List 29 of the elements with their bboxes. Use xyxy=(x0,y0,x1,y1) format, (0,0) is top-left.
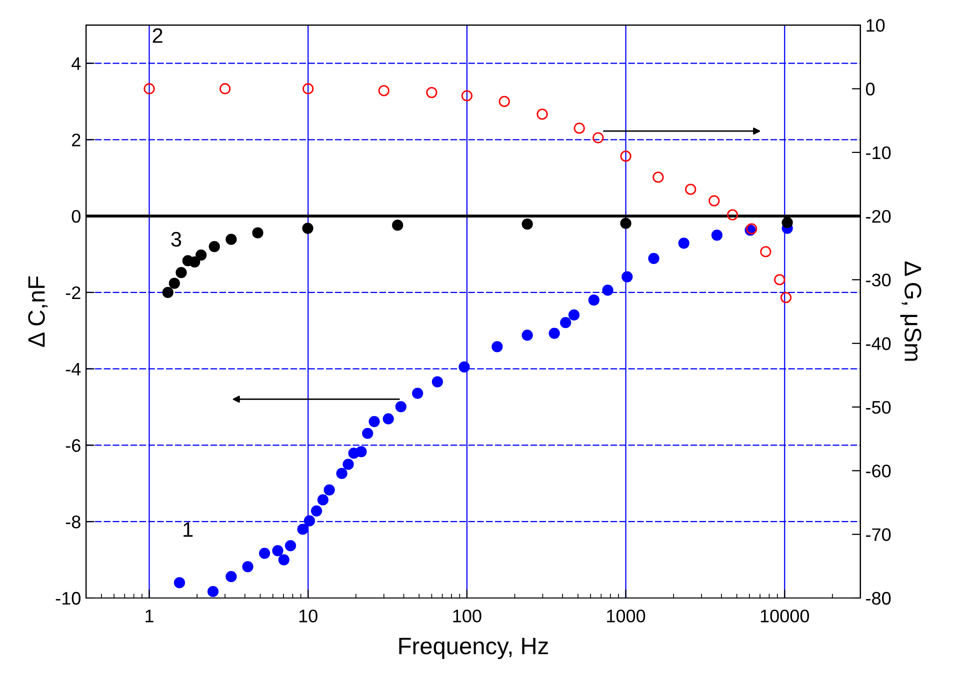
annotation: 3 xyxy=(171,232,182,247)
y-tick-label: 2 xyxy=(72,134,80,146)
x-tick-label: 1000 xyxy=(607,610,646,622)
annotation: 1 xyxy=(184,522,193,537)
y-tick-label: -10 xyxy=(56,592,80,605)
y2-tick-label: -70 xyxy=(866,528,891,542)
y2-tick-label: -60 xyxy=(866,464,891,478)
y2-tick-label: -40 xyxy=(866,337,891,350)
x-tick-label: 10 xyxy=(299,610,318,622)
y-axis-title: Δ C,nF xyxy=(28,276,48,347)
y-tick-label: -2 xyxy=(66,286,80,299)
y2-tick-label: -30 xyxy=(866,274,891,286)
x-tick-label: 100 xyxy=(453,610,482,622)
annotation: 2 xyxy=(152,28,162,43)
y2-axis-title: Δ G, μSm xyxy=(900,261,922,361)
y-tick-label: -6 xyxy=(66,439,80,452)
y2-tick-label: 10 xyxy=(866,19,885,32)
x-axis-title: Frequency, Hz xyxy=(399,638,548,660)
x-tick-label: 10000 xyxy=(760,610,810,622)
x-tick-label: 1 xyxy=(146,610,154,622)
y2-tick-label: -20 xyxy=(866,210,891,223)
y2-tick-label: -50 xyxy=(866,400,891,414)
y2-tick-label: 0 xyxy=(866,82,875,96)
y-tick-label: 4 xyxy=(72,57,81,70)
y-tick-label: -8 xyxy=(66,516,80,528)
y-tick-label: -4 xyxy=(66,362,81,376)
y2-tick-label: -10 xyxy=(866,146,891,160)
y-tick-label: 0 xyxy=(72,210,80,223)
y2-tick-label: -80 xyxy=(866,592,891,605)
